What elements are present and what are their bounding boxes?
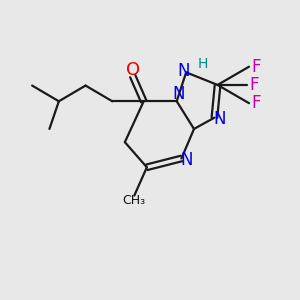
Text: N: N (172, 85, 184, 103)
Text: N: N (214, 110, 226, 128)
Text: N: N (181, 151, 193, 169)
Text: H: H (197, 57, 208, 70)
Text: F: F (250, 76, 259, 94)
Text: F: F (251, 58, 261, 76)
Text: CH₃: CH₃ (123, 194, 146, 207)
Text: F: F (251, 94, 261, 112)
Text: N: N (177, 62, 190, 80)
Text: O: O (126, 61, 140, 80)
